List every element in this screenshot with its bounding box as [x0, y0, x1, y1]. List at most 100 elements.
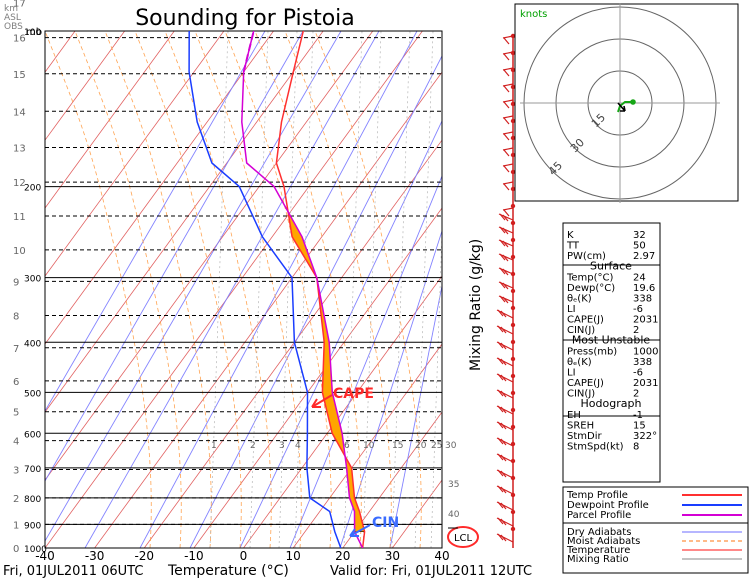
- legend-label: Dry Adiabats: [567, 527, 631, 538]
- parcel-upper-dash: [242, 31, 255, 73]
- moist-adiabat-line: [45, 31, 152, 548]
- stats-value: 338: [633, 357, 652, 368]
- wind-barb-dot: [510, 186, 516, 192]
- temperature-tick-label: -10: [184, 549, 204, 563]
- dry-adiabat-line: [45, 31, 342, 542]
- wind-barb-dot: [510, 339, 516, 345]
- wind-barb: [502, 163, 514, 173]
- dry-adiabat-line: [189, 55, 442, 548]
- stats-value: 338: [633, 294, 652, 305]
- cin-label: CIN: [372, 515, 399, 531]
- wind-barb: [498, 239, 514, 248]
- wind-barb-dot: [510, 203, 516, 209]
- pressure-tick-label: 600: [24, 430, 41, 440]
- height-tick-label: 7: [13, 344, 19, 355]
- units-km: km: [4, 4, 18, 14]
- moist-adiabat-line: [224, 31, 332, 548]
- stats-value: 15: [633, 421, 646, 432]
- wind-barb-dot: [510, 118, 516, 124]
- stats-label: Temp(°C): [566, 273, 614, 284]
- stats-value: -6: [633, 304, 643, 315]
- stats-label: K: [567, 230, 574, 241]
- wind-barb: [496, 501, 514, 511]
- stats-value: 2031: [633, 315, 658, 326]
- wind-barb: [502, 35, 514, 45]
- cin-arrow: [349, 524, 371, 537]
- stats-value: 8: [633, 442, 639, 453]
- temperature-tick-label: -30: [85, 549, 105, 563]
- pressure-tick-label: 900: [24, 521, 41, 531]
- wind-barb: [502, 147, 514, 157]
- wind-barb-dot: [510, 288, 516, 294]
- wind-barb: [496, 469, 514, 479]
- temperature-tick-label: -40: [35, 549, 55, 563]
- mixing-ratio-tick-label: 20: [415, 441, 427, 451]
- wind-barb: [498, 267, 514, 276]
- wind-barb: [496, 421, 514, 431]
- isotherm-line: [342, 411, 442, 548]
- wind-barb-dot: [510, 390, 516, 396]
- stats-label: CIN(J): [567, 325, 595, 336]
- pressure-tick-label: 100: [24, 28, 41, 38]
- mixing-ratio-line: [249, 31, 269, 548]
- mixing-ratio-tick-label: 10: [363, 441, 375, 451]
- stats-label: PW(cm): [567, 251, 606, 262]
- wind-barb: [502, 207, 514, 217]
- legend-label: Temp Profile: [566, 490, 628, 501]
- height-tick-label: 10: [13, 246, 26, 257]
- temp-profile-line: [275, 31, 366, 548]
- chart-title: Sounding for Pistoia: [135, 6, 355, 31]
- isotherm-line: [45, 31, 423, 548]
- legend-label: Moist Adiabats: [567, 536, 640, 547]
- moist-adiabat-line: [104, 31, 212, 548]
- stats-label: StmSpd(kt): [567, 442, 624, 453]
- dry-adiabat-line: [339, 230, 442, 548]
- wind-barb: [496, 453, 514, 463]
- wind-barb: [496, 309, 514, 319]
- isotherm-line: [143, 139, 442, 548]
- height-tick-label: 16: [13, 34, 26, 45]
- mixing-ratio-line: [414, 31, 434, 548]
- wind-barb: [502, 51, 514, 61]
- stats-value: 2: [633, 325, 639, 336]
- stats-value: 2.97: [633, 251, 655, 262]
- stats-label: CAPE(J): [567, 378, 604, 389]
- height-tick-label: 0: [13, 544, 19, 555]
- height-tick-label: 8: [13, 311, 19, 322]
- stats-label: LI: [567, 304, 576, 315]
- wind-barb-dot: [510, 407, 516, 413]
- cape-arrow: [311, 394, 333, 408]
- isotherm-line: [45, 31, 125, 141]
- wind-barb-dot: [510, 509, 516, 515]
- height-tick-label: 15: [13, 70, 26, 81]
- stats-value: 2: [633, 389, 639, 400]
- pressure-tick-label: 700: [24, 465, 41, 475]
- dry-adiabat-line: [239, 120, 442, 548]
- cape-label: CAPE: [333, 386, 374, 402]
- stats-section-title: Surface: [590, 260, 632, 273]
- stats-label: Press(mb): [567, 347, 617, 358]
- units-asl: ASL: [4, 13, 21, 23]
- stats-label: LI: [567, 368, 576, 379]
- moist-adiabat-line: [164, 31, 272, 548]
- wind-barb-column: [496, 33, 516, 548]
- moist-adiabat-line: [314, 31, 422, 548]
- hodograph-trace: [617, 101, 633, 113]
- stats-value: -6: [633, 368, 643, 379]
- wind-barb: [496, 533, 514, 543]
- stats-value: 322°: [633, 431, 657, 442]
- wind-barb-dot: [510, 152, 516, 158]
- wind-barb-dot: [510, 84, 516, 90]
- moist-adiabat-line: [194, 31, 302, 548]
- pressure-tick-label: 500: [24, 389, 41, 399]
- stats-value: 24: [633, 273, 646, 284]
- temperature-tick-label: 20: [335, 549, 350, 563]
- pressure-tick-label: 200: [24, 184, 41, 194]
- height-tick-label: 1: [13, 520, 19, 531]
- stats-value: 2031: [633, 378, 658, 389]
- height-tick-label: 2: [13, 494, 19, 505]
- wind-barb-dot: [510, 322, 516, 328]
- units-obs: OBS: [4, 22, 23, 32]
